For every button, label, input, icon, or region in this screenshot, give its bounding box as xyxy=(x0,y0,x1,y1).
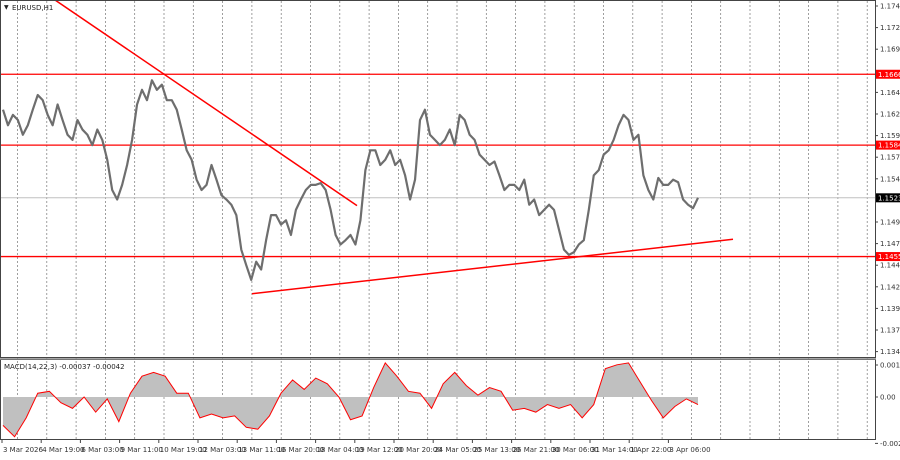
time-tick-label: 19 Mar 12:00 xyxy=(356,446,403,454)
price-tick-label: 1.1745 xyxy=(880,3,900,11)
time-tick-label: 16 Mar 20:00 xyxy=(277,446,324,454)
price-tick-label: 1.1345 xyxy=(880,348,900,356)
horizontal-levels xyxy=(0,73,876,258)
level-badge xyxy=(876,140,900,150)
time-tick-label: 20 Mar 20:00 xyxy=(395,446,442,454)
time-tick-label: 12 Mar 03:00 xyxy=(199,446,246,454)
price-tick-label: 1.1495 xyxy=(880,219,900,227)
time-tick-label: 4 Mar 19:00 xyxy=(42,446,84,454)
macd-tick-label: -0.00245 xyxy=(880,440,900,448)
current-price-badge xyxy=(876,193,900,203)
time-tick-label: 6 Mar 03:00 xyxy=(81,446,123,454)
price-tick-label: 1.1370 xyxy=(880,327,900,335)
price-tick-label: 1.1645 xyxy=(880,89,900,97)
symbol-title: EURUSD,H1 xyxy=(12,4,53,12)
price-tick-label: 1.1620 xyxy=(880,111,900,119)
price-tick-label: 1.1595 xyxy=(880,132,900,140)
time-tick-label: 30 Mar 06:00 xyxy=(552,446,599,454)
time-tick-label: 1 Apr 22:00 xyxy=(630,446,671,454)
time-tick-label: 10 Mar 19:00 xyxy=(160,446,207,454)
price-tick-label: 1.1720 xyxy=(880,24,900,32)
price-tick-label: 1.1445 xyxy=(880,262,900,270)
macd-label: MACD(14,22,3) -0.00037 -0.00042 xyxy=(4,363,125,371)
time-tick-label: 26 Mar 21:00 xyxy=(513,446,560,454)
trendlines xyxy=(54,0,734,295)
main-panel-frame xyxy=(0,0,876,358)
level-label: 1.1584 xyxy=(878,142,900,150)
price-tick-label: 1.1570 xyxy=(880,154,900,162)
time-axis: 3 Mar 2026 4 Mar 19:006 Mar 03:009 Mar 11… xyxy=(1,440,711,454)
time-tick-label: 25 Mar 13:00 xyxy=(473,446,520,454)
time-tick-label: 24 Mar 05:00 xyxy=(434,446,481,454)
level-badge xyxy=(876,69,900,79)
macd-signal-line xyxy=(2,362,699,438)
price-tick-label: 1.1470 xyxy=(880,240,900,248)
macd-tick-label: 0.00169 xyxy=(880,362,900,370)
price-tick-label: 1.1420 xyxy=(880,283,900,291)
time-tick-label: 31 Mar 14:00 xyxy=(591,446,638,454)
price-axis: 1.1666 1.1584 1.1455 1.1745 1.1720 1.1695 1.16… xyxy=(875,3,900,356)
price-tick-label: 1.1545 xyxy=(880,175,900,183)
time-tick-label: 9 Mar 11:00 xyxy=(121,446,163,454)
time-tick-label: 3 Apr 06:00 xyxy=(669,446,710,454)
price-tick-label: 1.1695 xyxy=(880,46,900,54)
level-badge xyxy=(876,252,900,262)
time-tick-label: 13 Mar 11:00 xyxy=(238,446,285,454)
macd-panel-frame xyxy=(0,359,876,440)
trendline-ascending xyxy=(251,238,734,295)
macd-axis: 0.00169 0.00 -0.00245 xyxy=(875,362,900,448)
price-series xyxy=(1,79,699,281)
macd-histogram-area xyxy=(3,362,698,437)
level-label: 1.1666 xyxy=(878,71,900,79)
trendline-descending xyxy=(54,0,358,207)
grid-lines xyxy=(17,1,868,439)
macd-tick-label: 0.00 xyxy=(880,394,896,402)
time-tick-label: 18 Mar 04:00 xyxy=(317,446,364,454)
level-label: 1.1455 xyxy=(878,253,900,261)
current-price-label: 1.1523 xyxy=(878,194,900,202)
price-tick-label: 1.1395 xyxy=(880,305,900,313)
macd-histogram xyxy=(3,362,698,437)
time-tick-label: 3 Mar 2026 xyxy=(3,446,43,454)
symbol-menu-triangle-icon[interactable]: ▼ xyxy=(4,4,9,11)
